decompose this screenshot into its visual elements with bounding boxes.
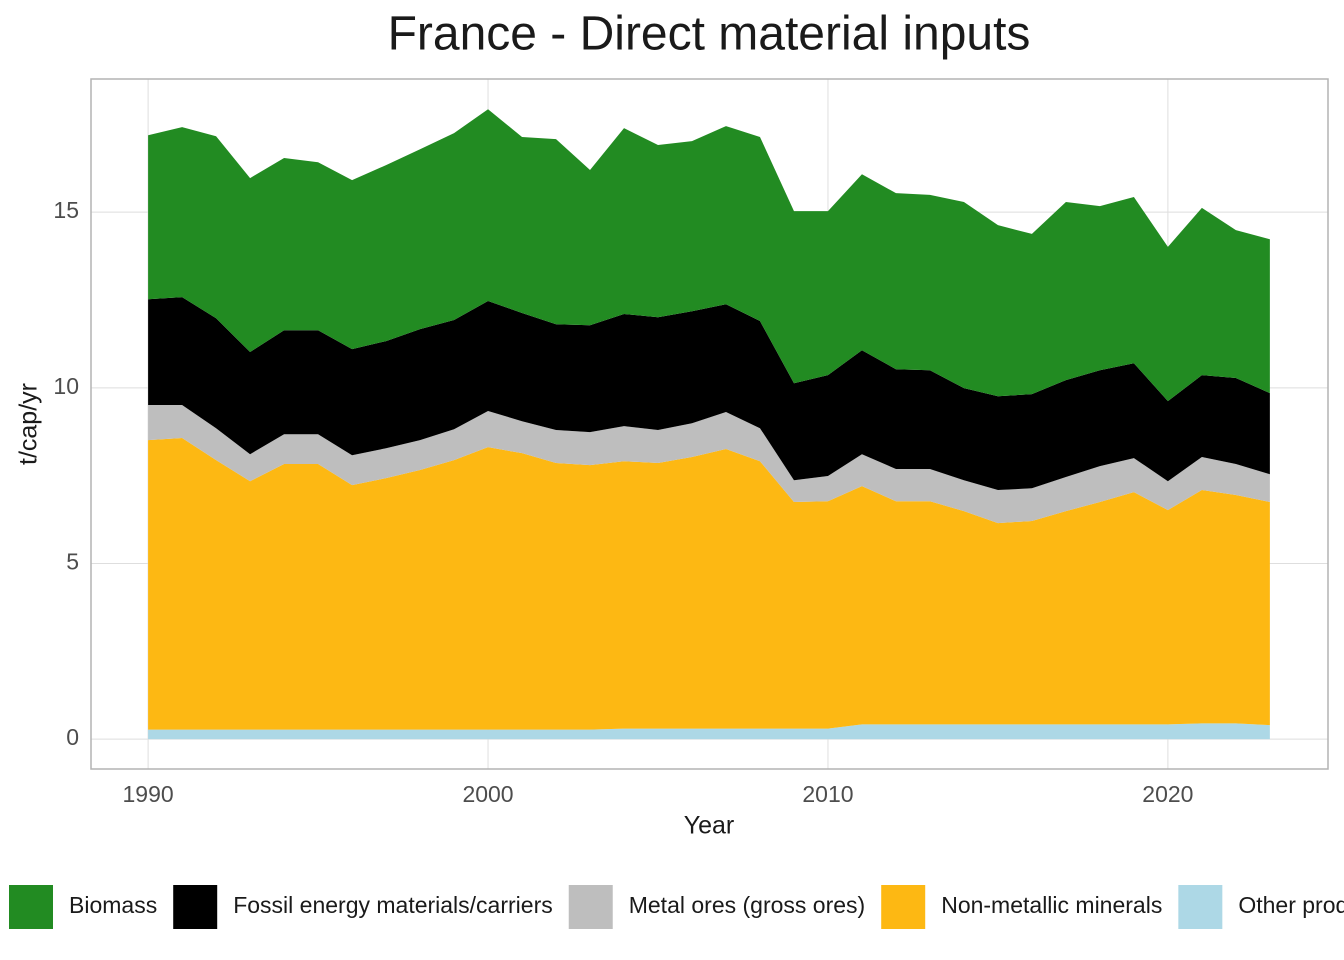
area	[148, 405, 1270, 524]
y-tick-label: 15	[53, 197, 79, 223]
x-tick-label: 2000	[462, 781, 513, 807]
y-axis-label: t/cap/yr	[15, 383, 43, 465]
area	[148, 297, 1270, 491]
chart-title: France - Direct material inputs	[388, 8, 1031, 61]
x-axis-label: Year	[684, 812, 735, 840]
x-tick-label: 2020	[1142, 781, 1193, 807]
legend-swatch	[881, 885, 926, 929]
legend-label: Fossil energy materials/carriers	[233, 892, 553, 918]
legend-label: Non-metallic minerals	[941, 892, 1162, 918]
x-tick-label: 1990	[123, 781, 174, 807]
legend-swatch	[1178, 885, 1223, 929]
legend-swatch	[173, 885, 218, 929]
y-tick-label: 10	[53, 373, 79, 399]
area	[148, 723, 1270, 740]
x-tick-label: 2010	[802, 781, 853, 807]
plot-border	[90, 78, 1329, 770]
legend-label: Metal ores (gross ores)	[629, 892, 865, 918]
area	[148, 109, 1270, 402]
legend-label: Other products	[1238, 892, 1344, 918]
area	[148, 438, 1270, 730]
y-tick-label: 0	[66, 724, 79, 750]
legend-swatch	[9, 885, 53, 929]
y-tick-label: 5	[66, 549, 79, 575]
plot-area	[90, 78, 1329, 770]
legend-swatch	[568, 885, 613, 929]
legend-label: Biomass	[69, 892, 157, 918]
